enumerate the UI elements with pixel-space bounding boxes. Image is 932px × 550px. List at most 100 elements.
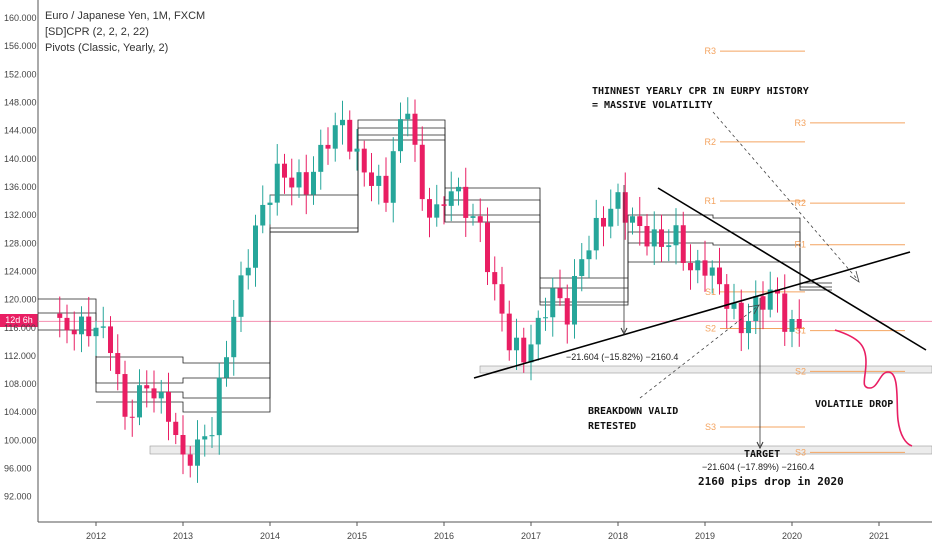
y-tick-label: 104.000 [4, 407, 37, 417]
rising-trendline [473, 251, 911, 379]
y-tick-label: 120.000 [4, 295, 37, 305]
breakdown-text-1: BREAKDOWN VALID [588, 406, 678, 417]
candle-body [296, 172, 302, 188]
candle-body [311, 171, 316, 195]
candle-body [144, 385, 150, 389]
y-tick-label: 96.000 [4, 464, 32, 474]
headline-text-2: = MASSIVE VOLATILITY [592, 100, 712, 111]
candle-body [543, 317, 548, 319]
headline-text-1: THINNEST YEARLY CPR IN EURPY HISTORY [592, 86, 809, 97]
x-tick-label: 2017 [521, 531, 541, 541]
y-tick-label: 152.000 [4, 69, 37, 79]
cpr-line-2 [38, 127, 832, 384]
candle-body [274, 163, 280, 203]
current-price-tag: 12d 6h [0, 314, 38, 327]
x-tick-label: 2015 [347, 531, 367, 541]
measure-label-1: −21.604 (−15.82%) −2160.4 [566, 352, 678, 362]
candle-body [492, 272, 498, 285]
candle-body [158, 392, 164, 399]
x-tick-label: 2019 [695, 531, 715, 541]
candle-body [361, 148, 367, 173]
candle-body [427, 199, 432, 218]
x-tick-label: 2014 [260, 531, 280, 541]
cpr-line-4 [96, 139, 800, 413]
y-tick-label: 140.000 [4, 154, 37, 164]
candle-body [434, 204, 440, 218]
candle-body [369, 172, 374, 186]
candle-body [746, 321, 751, 334]
pivot-levels: R3 R2 R1 S1 S2 S3 R3 R2 R1 S1 S2 S3 [704, 46, 905, 457]
candle-body [572, 276, 577, 325]
y-tick-label: 128.000 [4, 238, 37, 248]
candle-body [166, 392, 171, 422]
candle-body [267, 202, 273, 205]
pivot-2019-s3-label: S3 [705, 422, 716, 432]
axes: 92.000 96.000 100.000 104.000 108.000 112.000… [4, 0, 932, 541]
candle-body [71, 330, 77, 335]
candle-body [528, 344, 534, 363]
pivot-2020-r2-label: R2 [794, 198, 806, 208]
candle-body [601, 217, 606, 227]
target-text: TARGET [744, 449, 780, 460]
candle-body [325, 144, 331, 149]
symbol-title: Euro / Japanese Yen, 1M, FXCM [45, 10, 206, 22]
candle-body [535, 317, 541, 345]
candle-body [593, 217, 599, 251]
candle-body [789, 319, 795, 332]
x-tick-label: 2020 [782, 531, 802, 541]
chart-legend: Euro / Japanese Yen, 1M, FXCM [SD]CPR (2… [45, 8, 205, 56]
projected-drop-path [834, 329, 913, 447]
y-tick-label: 156.000 [4, 41, 37, 51]
pivot-2020-r3-label: R3 [794, 118, 806, 128]
y-tick-label: 100.000 [4, 435, 37, 445]
candle-body [767, 289, 773, 310]
candle-body [108, 326, 113, 354]
candle-body [680, 225, 686, 263]
candle-body [456, 186, 461, 192]
candle-body [93, 327, 99, 337]
candle-body [390, 151, 396, 203]
candle-body [688, 262, 693, 271]
breakdown-text-2: RETESTED [588, 421, 636, 432]
pips-drop-text: 2160 pips drop in 2020 [698, 475, 844, 488]
candle-body [550, 288, 556, 318]
candle-body [245, 267, 251, 276]
y-tick-label: 112.000 [4, 351, 36, 361]
candle-body [238, 275, 244, 317]
candle-body [209, 435, 215, 437]
x-tick-label: 2018 [608, 531, 628, 541]
pivot-2018-r3-label: R3 [704, 46, 716, 56]
candle-body [775, 289, 780, 294]
candle-body [318, 144, 324, 172]
candle-body [622, 192, 628, 223]
candle-body [398, 119, 403, 152]
candle-body [760, 296, 766, 310]
y-tick-label: 108.000 [4, 379, 37, 389]
candle-body [129, 416, 135, 418]
candle-body [340, 119, 345, 126]
candle-body [347, 119, 353, 152]
pivot-2020-r1-label: R1 [794, 240, 806, 250]
pivot-2020-s3-label: S3 [795, 447, 806, 457]
candle-body [644, 226, 650, 247]
candle-body [195, 439, 200, 466]
pivot-2020-s1-label: S1 [795, 326, 806, 336]
candle-body [579, 259, 585, 277]
y-tick-label: 160.000 [4, 13, 37, 23]
y-tick-label: 132.000 [4, 210, 37, 220]
candle-body [224, 357, 229, 378]
candle-body [695, 260, 701, 271]
candle-body [122, 374, 128, 417]
candle-body [615, 192, 621, 209]
candle-body [485, 222, 490, 273]
y-tick-label: 148.000 [4, 97, 37, 107]
pivot-2018-r2-label: R2 [704, 137, 716, 147]
candle-body [477, 216, 483, 223]
candle-body [608, 208, 614, 227]
candle-body [412, 113, 418, 145]
measure-arrow-1 [620, 327, 628, 336]
measure-label-2: −21.604 (−17.89%) −2160.4 [702, 462, 814, 472]
candle-body [253, 225, 258, 268]
candle-body [231, 316, 237, 358]
